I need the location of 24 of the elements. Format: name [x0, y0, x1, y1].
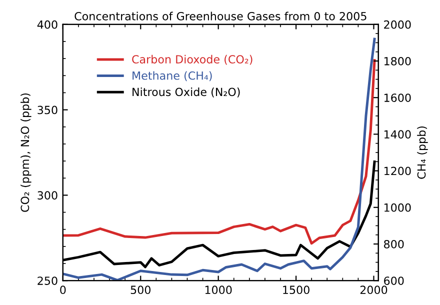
y2-tick-label: 1800 — [384, 56, 411, 66]
x-tick-label: 2000 — [360, 286, 388, 294]
x-tick-label: 1500 — [283, 286, 310, 294]
y-tick-label: 250 — [38, 276, 58, 285]
x-tick-label: 0 — [60, 286, 66, 294]
y2-tick-label: 1400 — [384, 130, 411, 139]
x-tick-label: 1000 — [205, 286, 232, 294]
line-series — [62, 38, 376, 281]
legend-label: Nitrous Oxide (N₂O) — [132, 88, 240, 98]
y2-tick-label: 1200 — [384, 166, 411, 176]
y2-tick-label: 1600 — [384, 94, 411, 102]
y2-tick-label: 600 — [384, 276, 404, 285]
y-axis-title: CO₂ (ppm), N₂O (ppb) — [20, 93, 32, 212]
x-tick-label: 500 — [130, 286, 150, 294]
y-tick-label: 350 — [38, 106, 58, 114]
legend-label: Carbon Dioxode (CO₂) — [132, 54, 252, 65]
y2-tick-label: 1000 — [384, 203, 411, 212]
y2-tick-label: 2000 — [384, 20, 411, 29]
y2-axis-title: CH₄ (ppb) — [417, 126, 428, 179]
y-tick-label: 400 — [37, 20, 58, 29]
legend-label: Methane (CH₄) — [132, 71, 212, 82]
y-tick-label: 300 — [38, 191, 58, 200]
chart-title: Concentrations of Greenhouse Gases from 0 to 2005 — [74, 12, 366, 20]
y2-tick-label: 800 — [384, 240, 404, 248]
